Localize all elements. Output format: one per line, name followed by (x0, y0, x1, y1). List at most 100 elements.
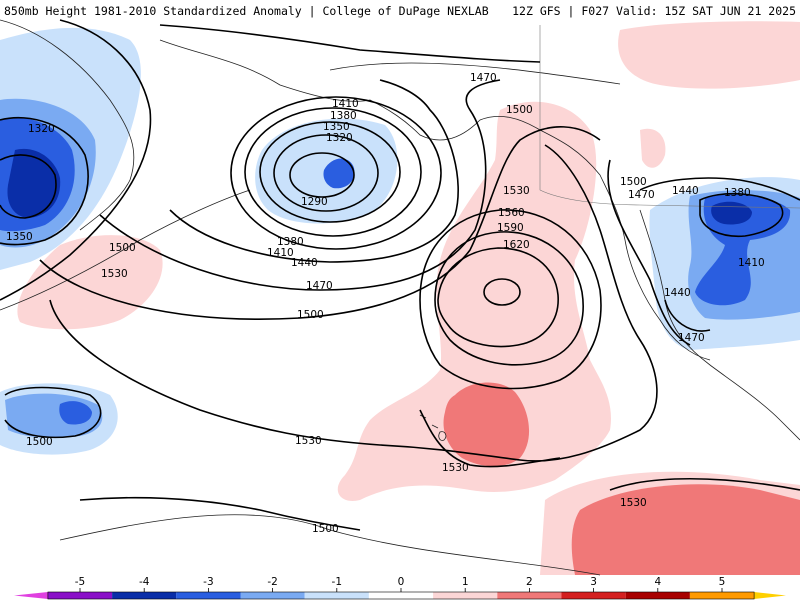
contour-label: 1470 (678, 332, 705, 344)
alaska-coastline (159, 39, 711, 361)
colorbar-bin (433, 592, 498, 599)
contour-label: 1470 (628, 189, 655, 201)
contour-1320-gulf (273, 134, 379, 212)
contour-label: 1500 (26, 436, 53, 448)
anomaly-hawaii-high-medium (443, 382, 530, 467)
colorbar-tick-label: 3 (590, 576, 597, 588)
contour-label: 1440 (672, 185, 699, 197)
contour-west-outer (0, 19, 152, 301)
anomaly-west-low-core (7, 148, 61, 218)
colorbar-bin (368, 592, 434, 599)
colorbar-bin (176, 592, 241, 599)
colorbar-bin (689, 592, 755, 599)
contour-label: 1590 (497, 222, 524, 234)
antarctic-hint (59, 514, 601, 576)
contour-label: 1560 (498, 207, 525, 219)
contour-label: 1530 (503, 185, 530, 197)
contour-label: 1380 (330, 110, 357, 122)
contour-label: 1320 (326, 132, 353, 144)
colorbar-tick-label: 5 (719, 576, 726, 588)
contour-1590 (434, 231, 584, 366)
contour-label: 1290 (301, 196, 328, 208)
contour-label: 1530 (295, 435, 322, 447)
colorbar-tick-label: -2 (267, 576, 277, 588)
contour-label: 1410 (738, 257, 765, 269)
colorbar: -5 -4 -3 -2 -1 0 1 2 3 4 5 (14, 576, 786, 600)
map-title: 850mb Height 1981-2010 Standardized Anom… (4, 4, 489, 18)
contour-label: 1500 (506, 104, 533, 116)
colorbar-extend-low (14, 592, 48, 599)
contour-1530-hawaii (419, 409, 561, 468)
contour-labels: 1320 1350 1410 1380 1350 1320 1290 1380 … (6, 72, 765, 535)
contour-label: 1500 (297, 309, 324, 321)
contour-label: 1440 (664, 287, 691, 299)
contour-label: 1320 (28, 123, 55, 135)
contour-us-1440 (639, 177, 800, 332)
contour-1650-center (483, 278, 521, 306)
positive-anomaly-shading (17, 21, 800, 575)
contour-1440 (169, 79, 459, 263)
contour-label: 1620 (503, 239, 530, 251)
contour-us-1470 (607, 159, 691, 346)
contour-label: 1380 (724, 187, 751, 199)
contour-label: 1470 (470, 72, 497, 84)
contour-1380-gulf (244, 107, 422, 237)
colorbar-tick-label: 2 (526, 576, 533, 588)
contour-label: 1500 (312, 523, 339, 535)
anomaly-north-high-light (618, 21, 800, 89)
contour-1410-gulf (230, 96, 442, 250)
colorbar-bin (304, 592, 369, 599)
contour-1500-south (79, 496, 361, 531)
anomaly-sw-low-core (59, 401, 92, 425)
colorbar-tick-label: -5 (75, 576, 85, 588)
contour-1350-gulf (259, 121, 401, 223)
contour-west-1350 (0, 116, 89, 246)
contour-label: 1350 (323, 121, 350, 133)
colorbar-tick-label: 1 (462, 576, 469, 588)
anomaly-gulf-low-core (323, 158, 355, 189)
contour-label: 1530 (620, 497, 647, 509)
contour-label: 1440 (291, 257, 318, 269)
contour-1560 (419, 209, 602, 390)
contour-label: 1530 (101, 268, 128, 280)
russia-coastline (0, 19, 135, 231)
colorbar-bin (625, 592, 690, 599)
colorbar-bin (240, 592, 305, 599)
contour-label: 1470 (306, 280, 333, 292)
contour-label: 1350 (6, 231, 33, 243)
arctic-coastline (329, 62, 621, 85)
anomaly-left-high-light (17, 235, 163, 330)
colorbar-tick-label: 4 (654, 576, 661, 588)
colorbar-bin (497, 592, 562, 599)
contour-north-arc (159, 24, 541, 63)
contour-label: 1530 (442, 462, 469, 474)
aleutian-chain (0, 189, 251, 311)
colorbar-tick-label: -1 (332, 576, 342, 588)
contour-us-1380 (699, 192, 784, 238)
colorbar-tick-label: 0 (398, 576, 405, 588)
colorbar-bin (112, 592, 177, 599)
contour-1530-sw (609, 477, 800, 491)
contour-1500-sw (4, 386, 102, 439)
contour-label: 1410 (332, 98, 359, 110)
contour-label: 1500 (620, 176, 647, 188)
contour-label: 1380 (277, 236, 304, 248)
contour-label: 1500 (109, 242, 136, 254)
contour-label: 1410 (267, 247, 294, 259)
colorbar-tick-label: -4 (139, 576, 150, 588)
colorbar-bin (47, 592, 113, 599)
contour-1500 (39, 126, 601, 320)
anomaly-coast-high-light (640, 128, 666, 168)
colorbar-tick-label: -3 (203, 576, 213, 588)
anomaly-se-high-medium (571, 484, 800, 575)
anomaly-us-low-core (711, 201, 752, 225)
anomaly-pacific-high-light (337, 101, 611, 501)
contour-1620 (437, 247, 559, 348)
contour-1290 (289, 152, 355, 198)
model-run-label: 12Z GFS | F027 Valid: 15Z SAT JUN 21 202… (512, 4, 796, 18)
colorbar-bin (561, 592, 626, 599)
contour-west-1320 (0, 154, 57, 219)
colorbar-extend-high (754, 592, 786, 599)
height-contours (0, 19, 800, 531)
